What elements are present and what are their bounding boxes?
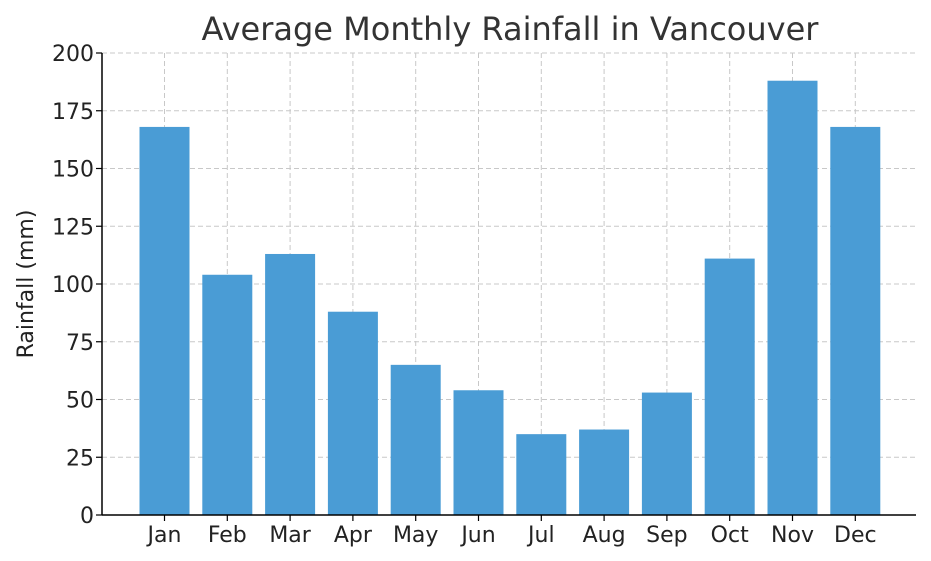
bar-dec [830, 126, 881, 516]
x-tick-label: Dec [834, 523, 877, 548]
y-axis-label: Rainfall (mm) [14, 210, 39, 359]
bar-aug [579, 429, 630, 515]
bar-jan [139, 126, 190, 516]
bar-feb [202, 274, 253, 515]
ticks: 0 25 50 75 100 125 150 175 200 Jan Feb Mar Apr May Jun… [52, 42, 877, 548]
y-tick-label: 0 [80, 504, 94, 529]
x-tick-label: Jan [146, 523, 182, 548]
x-tick-label: Aug [583, 523, 626, 548]
x-tick-label: Oct [711, 523, 749, 548]
bars [139, 80, 881, 516]
bar-jul [516, 434, 567, 515]
y-tick-label: 25 [66, 446, 94, 471]
bar-sep [641, 392, 692, 515]
x-tick-label: Apr [334, 523, 373, 548]
bar-oct [704, 258, 755, 515]
x-tick-label: Mar [269, 523, 311, 548]
bar-apr [327, 311, 378, 515]
y-tick-label: 125 [52, 215, 94, 240]
y-tick-label: 200 [52, 42, 94, 67]
y-tick-label: 175 [52, 100, 94, 125]
bar-nov [767, 80, 818, 515]
bar-may [390, 364, 441, 515]
x-tick-label: Jul [526, 523, 555, 548]
y-tick-label: 75 [66, 331, 94, 356]
bar-jun [453, 390, 504, 515]
bar-mar [265, 253, 316, 515]
x-tick-label: Sep [646, 523, 687, 548]
x-tick-label: Feb [208, 523, 247, 548]
x-tick-label: May [393, 523, 438, 548]
y-tick-label: 50 [66, 389, 94, 414]
x-tick-label: Nov [771, 523, 814, 548]
y-tick-label: 150 [52, 158, 94, 183]
y-tick-label: 100 [52, 273, 94, 298]
chart-title: Average Monthly Rainfall in Vancouver [202, 10, 820, 48]
x-tick-label: Jun [459, 523, 495, 548]
